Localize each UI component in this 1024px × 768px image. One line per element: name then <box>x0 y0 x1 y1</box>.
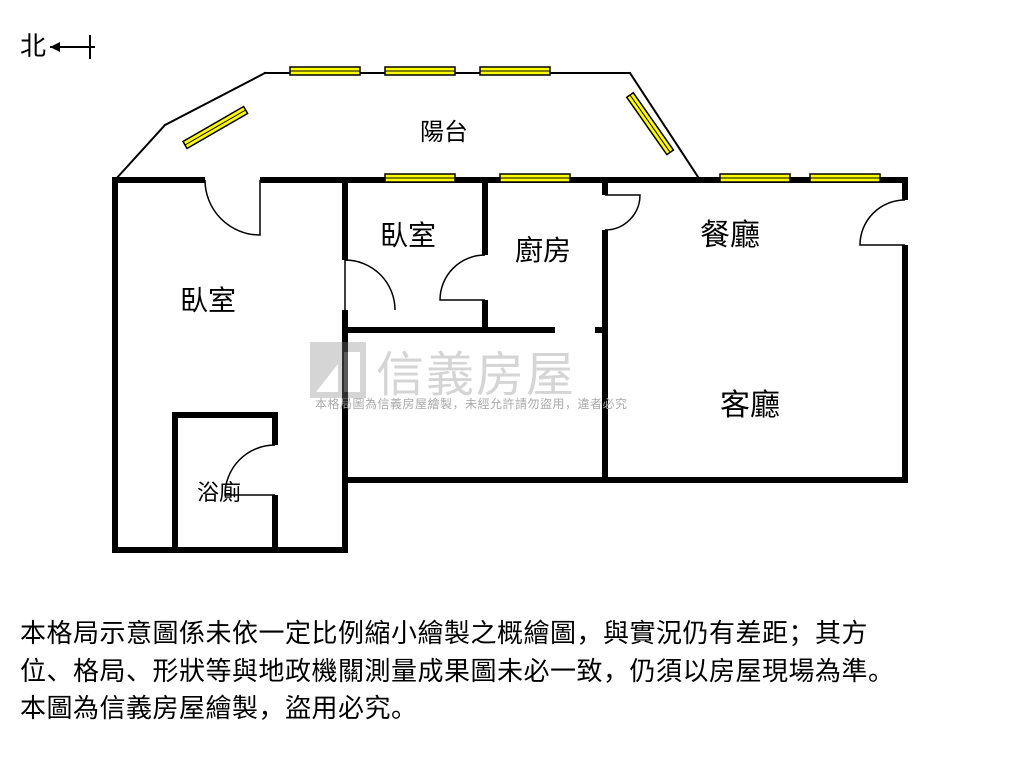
watermark-logo-icon <box>310 342 366 398</box>
disclaimer: 本格局示意圖係未依一定比例縮小繪製之概繪圖，與實況仍有差距；其方 位、格局、形狀… <box>20 615 1004 728</box>
watermark-subtext: 本格局圖為信義房屋繪製，未經允許請勿盜用，違者必究 <box>315 395 628 412</box>
room-label-living: 客廳 <box>720 389 780 422</box>
room-label-bathroom: 浴廁 <box>197 480 241 505</box>
room-label-bedroom1: 臥室 <box>180 285 236 316</box>
disclaimer-line2: 位、格局、形狀等與地政機關測量成果圖未必一致，仍須以房屋現場為準。 <box>20 656 895 686</box>
room-label-balcony: 陽台 <box>420 119 468 146</box>
disclaimer-line3: 本圖為信義房屋繪製，盜用必究。 <box>20 693 418 723</box>
room-label-dining: 餐廳 <box>700 219 760 252</box>
svg-text:北: 北 <box>20 31 46 61</box>
room-label-kitchen: 廚房 <box>515 235 571 266</box>
disclaimer-line1: 本格局示意圖係未依一定比例縮小繪製之概繪圖，與實況仍有差距；其方 <box>20 618 868 648</box>
room-label-bedroom2: 臥室 <box>380 220 436 251</box>
